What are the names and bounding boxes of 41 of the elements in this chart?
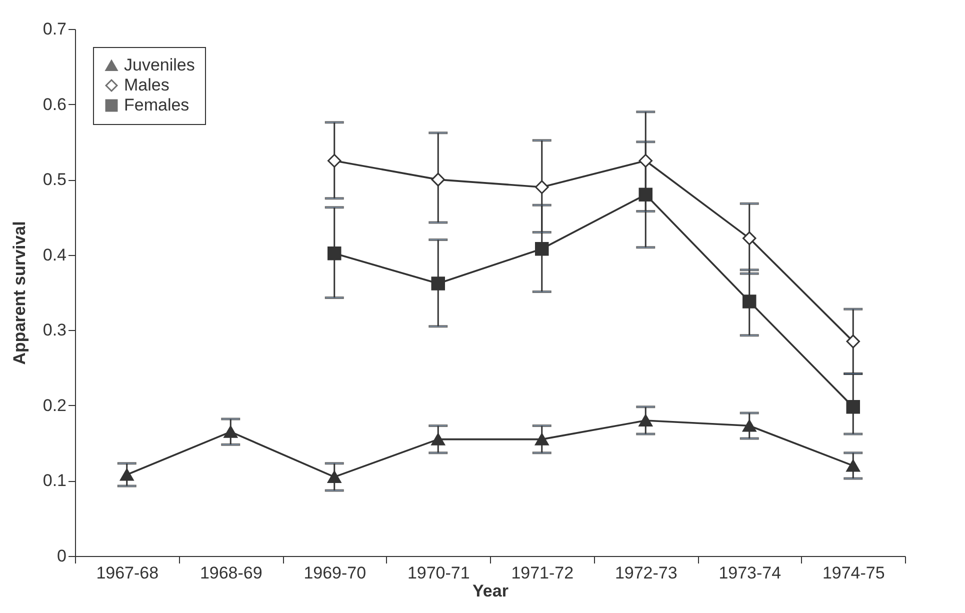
legend-label: Females: [124, 96, 190, 114]
point: [431, 276, 445, 290]
point: [742, 294, 756, 308]
x-tick-label: 1970-71: [407, 564, 470, 582]
point: [742, 231, 756, 246]
legend-label: Juveniles: [124, 56, 195, 74]
point: [638, 154, 652, 168]
point: [328, 470, 342, 484]
y-tick-label: 0: [57, 546, 66, 566]
y-tick-label: 0.7: [42, 20, 66, 38]
x-tick-label: 1967-68: [96, 564, 159, 582]
y-tick-label: 0.2: [42, 396, 66, 415]
x-tick-label: 1971-72: [511, 564, 574, 582]
point: [535, 433, 549, 446]
y-tick-label: 0.3: [42, 320, 66, 340]
point: [846, 400, 860, 414]
point: [120, 468, 134, 481]
x-tick-label: 1973-74: [718, 564, 782, 582]
x-tick-label: 1969-70: [304, 564, 366, 582]
point: [846, 460, 860, 472]
y-tick-label: 0.6: [42, 94, 66, 114]
legend-label: Males: [124, 76, 170, 94]
x-axis-title: Year: [472, 582, 509, 600]
point: [328, 154, 342, 168]
point: [535, 242, 549, 256]
y-tick-label: 0.1: [42, 471, 66, 490]
x-tick-label: 1972-73: [614, 564, 678, 582]
point: [846, 334, 860, 348]
x-tick-label: 1968-69: [200, 564, 262, 582]
y-tick-label: 0.4: [42, 245, 66, 264]
y-tick-label: 0.5: [42, 170, 66, 190]
point: [431, 433, 445, 446]
point: [535, 180, 549, 194]
point: [431, 172, 445, 186]
point: [638, 414, 652, 427]
point: [328, 246, 342, 260]
x-tick-label: 1974-75: [822, 564, 885, 582]
y-axis-title: Apparent survival: [10, 221, 29, 365]
point: [742, 420, 756, 432]
point: [224, 426, 238, 438]
point: [638, 188, 652, 202]
